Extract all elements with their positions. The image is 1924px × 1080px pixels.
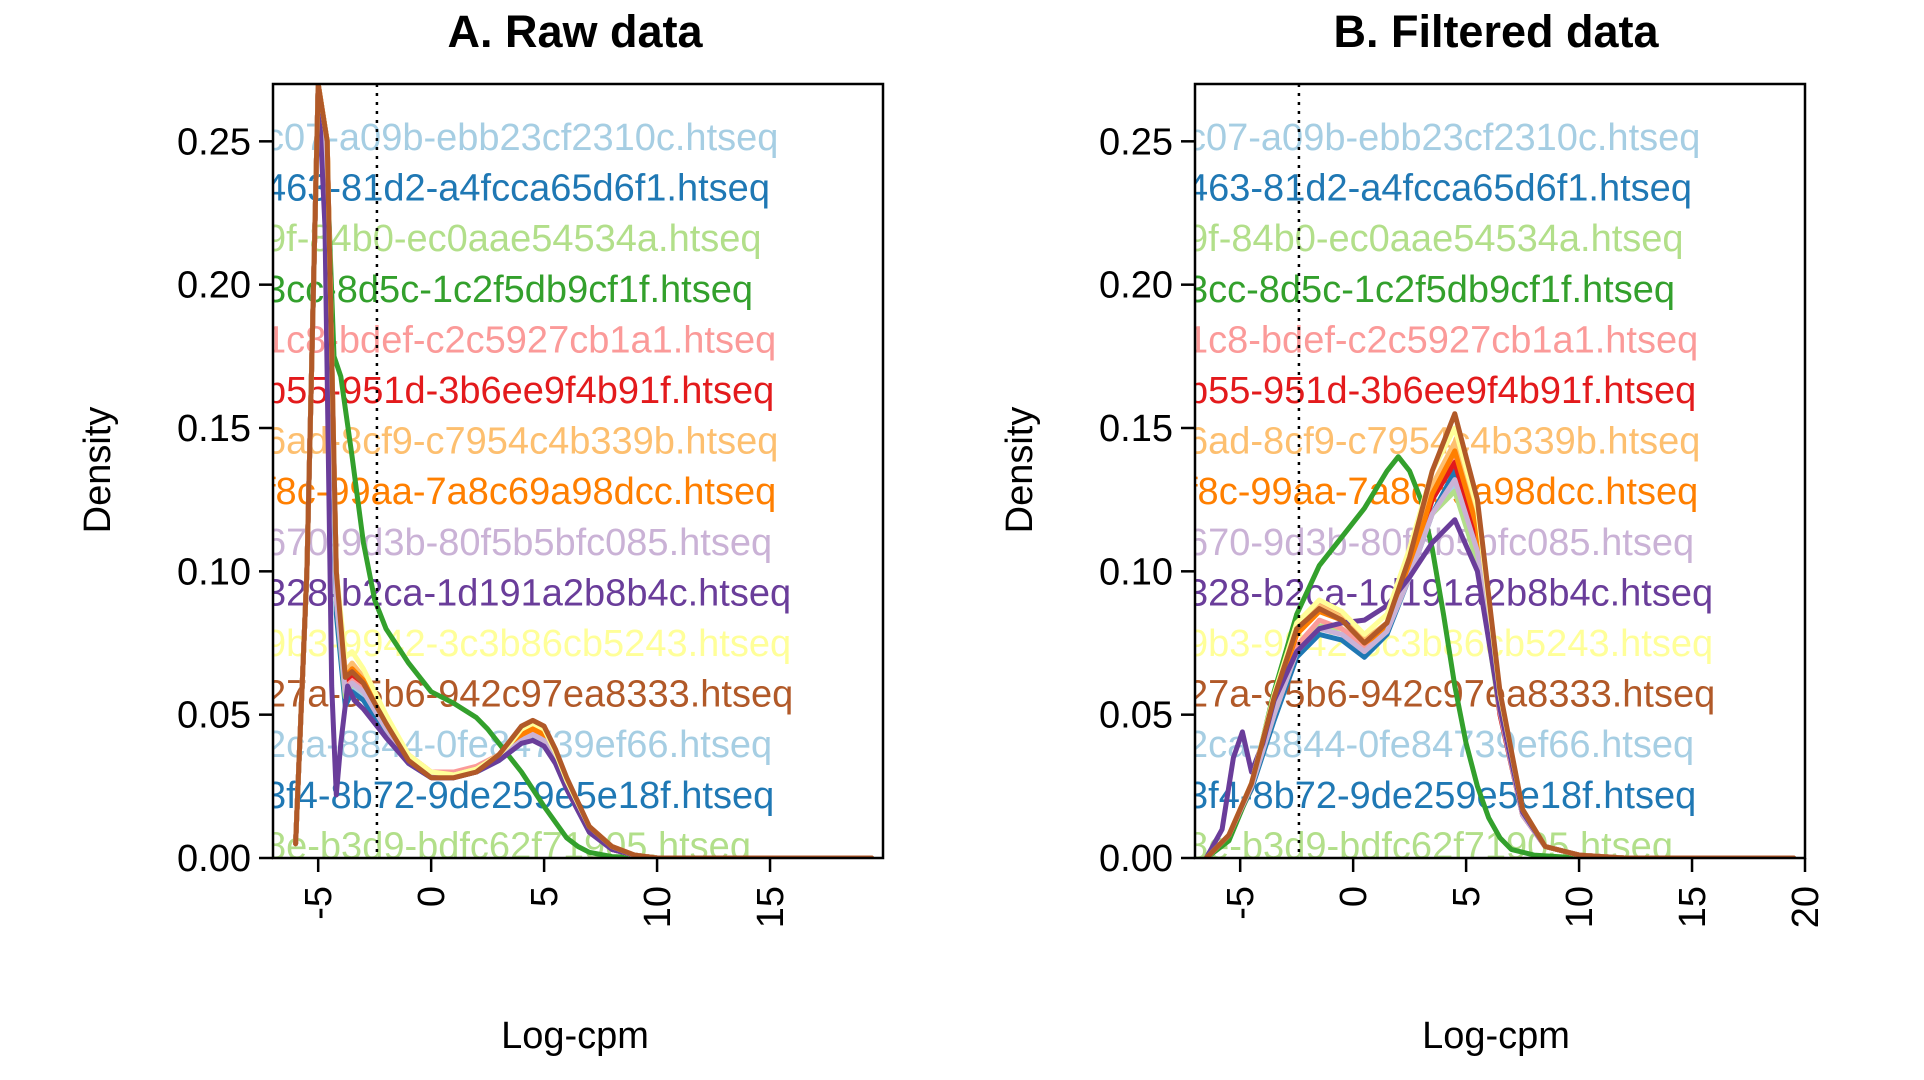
panel-a-x-axis-title: Log-cpm [501, 1015, 649, 1057]
panel-a-legend-entry: 6ad-8cf9-c7954c4b339b.htseq [265, 421, 778, 463]
panel-a-legend-entry: 3cc-8d5c-1c2f5db9cf1f.htseq [265, 269, 753, 311]
panel-b-y-axis-title: Density [999, 407, 1041, 534]
panel-a-y-tick-label: 0.00 [177, 838, 251, 880]
filtered-data-panel: B. Filtered data Log-cpm Density c07-a09… [999, 6, 1827, 1057]
panel-a-x-tick-label: 0 [411, 886, 453, 907]
panel-a-legend-entry: b55-951d-3b6ee9f4b91f.htseq [265, 370, 774, 412]
panel-b-x-axis-title: Log-cpm [1422, 1015, 1570, 1057]
panel-b-legend-entry: b55-951d-3b6ee9f4b91f.htseq [1187, 370, 1696, 412]
panel-a-y-tick-label: 0.25 [177, 121, 251, 163]
panel-a-density-curve [293, 84, 875, 858]
panel-a-frame [271, 82, 885, 860]
panel-b-y-tick-label: 0.20 [1099, 265, 1173, 307]
panel-a-legend-entry: f8c-99aa-7a8c69a98dcc.htseq [265, 471, 776, 513]
panel-a-y-tick-label: 0.20 [177, 265, 251, 307]
panel-a-x-tick-label: 15 [750, 886, 792, 928]
panel-a-legend-entry: c07-a09b-ebb23cf2310c.htseq [265, 117, 778, 159]
panel-a-legend-entry: 328-b2ca-1d191a2b8b4c.htseq [265, 572, 791, 614]
panel-b-x-tick-label: 15 [1672, 886, 1714, 928]
panel-b-frame [1193, 82, 1807, 860]
panel-b-y-tick-label: 0.25 [1099, 121, 1173, 163]
panel-b-y-tick-label: 0.15 [1099, 408, 1173, 450]
panel-b-legend-entry: 463-81d2-a4fcca65d6f1.htseq [1187, 168, 1692, 210]
panel-b-legend-entry: c07-a09b-ebb23cf2310c.htseq [1187, 117, 1700, 159]
panel-b-y-tick-label: 0.05 [1099, 695, 1173, 737]
panel-b-title: B. Filtered data [1333, 6, 1659, 57]
panel-a-y-tick-label: 0.10 [177, 551, 251, 593]
panel-a-title: A. Raw data [447, 6, 703, 57]
panel-b-x-tick-label: 10 [1559, 886, 1601, 928]
panel-a-plot-area: c07-a09b-ebb23cf2310c.htseq 463-81d2-a4fc… [265, 84, 875, 867]
panel-a-legend-entry: 9f-84b0-ec0aae54534a.htseq [265, 218, 762, 260]
panel-b-y-tick-label: 0.00 [1099, 838, 1173, 880]
raw-data-panel: A. Raw data Log-cpm Density c07-a09b-ebb… [77, 6, 885, 1057]
panel-a-legend-entry: 1c8-bdef-c2c5927cb1a1.htseq [265, 319, 776, 361]
panel-b-y-tick-label: 0.10 [1099, 551, 1173, 593]
panel-b-legend-entry: 3cc-8d5c-1c2f5db9cf1f.htseq [1187, 269, 1675, 311]
panel-b-legend-entry: 27a-95b6-942c97ea8333.htseq [1187, 674, 1715, 716]
panel-a-legend-entry: 3f4-8b72-9de259e5e18f.htseq [265, 775, 774, 817]
panel-b-legend-entry: 2ca-8844-0fe84739ef66.htseq [1187, 724, 1694, 766]
panel-b-legend-entry: 1c8-bdef-c2c5927cb1a1.htseq [1187, 319, 1698, 361]
panel-a-x-tick-label: 5 [524, 886, 566, 907]
panel-a-x-tick-label: 10 [637, 886, 679, 928]
panel-b-legend-entry: 3f4-8b72-9de259e5e18f.htseq [1187, 775, 1696, 817]
panel-b-x-tick-label: -5 [1220, 886, 1262, 920]
panel-b-x-tick-label: 20 [1785, 886, 1827, 928]
panel-b-legend-entry: 8e-b3d9-bdfc62f71905.htseq [1187, 825, 1673, 867]
panel-a-y-axis-title: Density [77, 407, 119, 534]
panel-b-x-tick-label: 5 [1446, 886, 1488, 907]
panel-b-legend-entry: 328-b2ca-1d191a2b8b4c.htseq [1187, 572, 1713, 614]
panel-b-density-curve [1203, 411, 1797, 858]
panel-a-density-curve [293, 84, 875, 858]
panel-a-x-tick-label: -5 [298, 886, 340, 920]
panel-b-density-curve [1203, 454, 1797, 858]
panel-a-legend-entry: 8e-b3d9-bdfc62f71905.htseq [265, 825, 751, 867]
panel-a-legend-entry: 670-9d3b-80f5b5bfc085.htseq [265, 522, 772, 564]
panel-b-plot-area: c07-a09b-ebb23cf2310c.htseq 463-81d2-a4fc… [1187, 84, 1797, 867]
panel-a-y-tick-label: 0.05 [177, 695, 251, 737]
panel-b-x-tick-label: 0 [1333, 886, 1375, 907]
panel-a-y-tick-label: 0.15 [177, 408, 251, 450]
panel-a-legend-entry: 9b3-9942-3c3b86cb5243.htseq [265, 623, 791, 665]
panel-b-legend-entry: 670-9d3b-80f5b5bfc085.htseq [1187, 522, 1694, 564]
panel-a-legend-entry: 463-81d2-a4fcca65d6f1.htseq [265, 168, 770, 210]
panel-b-legend-entry: 9f-84b0-ec0aae54534a.htseq [1187, 218, 1684, 260]
